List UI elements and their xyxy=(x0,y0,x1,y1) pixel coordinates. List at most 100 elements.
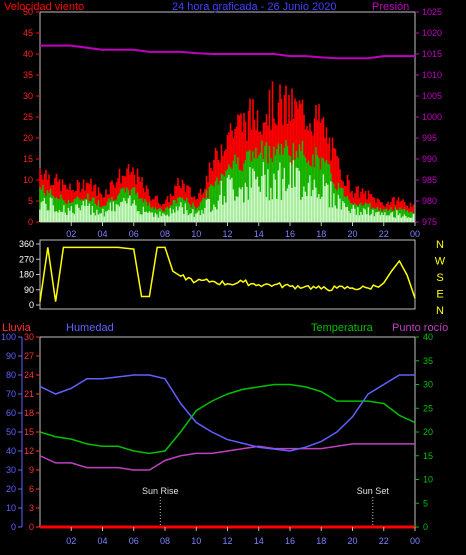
temperature-tick-label: 15 xyxy=(423,451,433,461)
x-tick-label: 04 xyxy=(97,536,107,546)
x-tick-label: 16 xyxy=(285,536,295,546)
pressure-series-line xyxy=(40,44,415,60)
x-tick-label: 02 xyxy=(66,229,76,239)
x-tick-label: 20 xyxy=(347,536,357,546)
rain-tick-label: 27 xyxy=(24,351,34,361)
temperature-tick-label: 20 xyxy=(423,427,433,437)
wind-tick-label: 10 xyxy=(23,175,33,185)
temperature-tick-label: 0 xyxy=(423,522,428,532)
compass-letter: S xyxy=(436,272,443,284)
compass-letter: N xyxy=(436,239,444,251)
wind-axis-ticks: 0 5 10 15 20 25 30 35 40 45 50 xyxy=(23,7,40,227)
x-tick-label: 20 xyxy=(347,229,357,239)
dewpoint-series-line xyxy=(39,443,415,471)
direction-tick-label: 180 xyxy=(19,270,34,280)
direction-tick-label: 90 xyxy=(24,285,34,295)
x-tick-label: 12 xyxy=(222,229,232,239)
humidity-tick-label: 10 xyxy=(6,503,16,513)
humidity-tick-label: 50 xyxy=(6,427,16,437)
humidity-tick-label: 70 xyxy=(6,389,16,399)
rain-tick-label: 9 xyxy=(29,465,34,475)
temperature-tick-label: 5 xyxy=(423,498,428,508)
x-tick-label: 16 xyxy=(285,229,295,239)
temperature-tick-label: 30 xyxy=(423,380,433,390)
wind-tick-label: 15 xyxy=(23,154,33,164)
compass-letter: W xyxy=(435,256,446,268)
x-tick-label: 04 xyxy=(97,229,107,239)
rain-tick-label: 0 xyxy=(29,522,34,532)
direction-tick-label: 270 xyxy=(19,254,34,264)
wind-tick-label: 20 xyxy=(23,133,33,143)
pressure-tick-label: 1010 xyxy=(422,70,442,80)
pressure-tick-label: 980 xyxy=(422,196,437,206)
rain-tick-label: 24 xyxy=(24,370,34,380)
x-tick-label: 02 xyxy=(66,536,76,546)
rain-tick-label: 18 xyxy=(24,408,34,418)
direction-series-line xyxy=(39,246,416,302)
humidity-frame xyxy=(39,336,416,528)
temperature-tick-label: 40 xyxy=(423,332,433,342)
humidity-temperature-panel: Lluvia Humedad Temperatura Punto rocío 0… xyxy=(1,322,448,546)
wind-tick-label: 5 xyxy=(28,196,33,206)
humidity-label: Humedad xyxy=(66,322,114,334)
x-tick-label: 14 xyxy=(254,536,264,546)
pressure-tick-label: 1005 xyxy=(422,91,442,101)
rain-tick-label: 21 xyxy=(24,389,34,399)
wind-speed-label: Velocidad viento xyxy=(4,1,84,13)
rain-tick-label: 15 xyxy=(24,427,34,437)
humidity-tick-label: 80 xyxy=(6,370,16,380)
x-tick-label: 06 xyxy=(129,536,139,546)
rain-tick-label: 12 xyxy=(24,446,34,456)
humidity-axis-ticks: 0 10 20 30 40 50 60 70 80 90 100 xyxy=(1,332,23,532)
wind-tick-label: 25 xyxy=(23,112,33,122)
humidity-tick-label: 60 xyxy=(6,408,16,418)
sunset-label: Sun Set xyxy=(357,486,390,496)
pressure-tick-label: 995 xyxy=(422,133,437,143)
x-tick-label: 18 xyxy=(316,229,326,239)
temperature-label: Temperatura xyxy=(311,322,374,334)
x-tick-label: 00 xyxy=(410,536,420,546)
humidity-tick-label: 20 xyxy=(6,484,16,494)
humidity-tick-label: 40 xyxy=(6,446,16,456)
pressure-tick-label: 1025 xyxy=(422,7,442,17)
wind-series-group xyxy=(39,81,415,222)
humidity-tick-label: 90 xyxy=(6,351,16,361)
wind-tick-label: 45 xyxy=(23,28,33,38)
pressure-tick-label: 1015 xyxy=(422,49,442,59)
x-tick-label: 12 xyxy=(222,536,232,546)
wind-tick-label: 35 xyxy=(23,70,33,80)
compass-letter: N xyxy=(436,305,444,317)
rain-axis-ticks: 0 3 6 9 12 15 18 21 24 27 30 xyxy=(24,332,40,532)
x-tick-label: 10 xyxy=(191,536,201,546)
x-tick-label: 10 xyxy=(191,229,201,239)
dewpoint-label: Punto rocío xyxy=(392,322,448,334)
pressure-tick-label: 1000 xyxy=(422,112,442,122)
compass-letter: E xyxy=(436,289,443,301)
humidity-tick-label: 30 xyxy=(6,465,16,475)
x-tick-label: 22 xyxy=(379,229,389,239)
x-tick-label: 18 xyxy=(316,536,326,546)
x-tick-label: 08 xyxy=(160,536,170,546)
humidity-series-line xyxy=(39,374,415,452)
pressure-axis-ticks: 975 980 985 990 995 1000 1005 1010 1015 1020 1025 xyxy=(415,7,442,227)
wind-tick-label: 30 xyxy=(23,91,33,101)
temperature-series-line xyxy=(39,383,416,455)
wind-pressure-panel: Velocidad viento 24 hora graficada - 26 … xyxy=(4,1,442,239)
direction-axis-ticks: 0 90 180 270 360 xyxy=(19,239,40,310)
temperature-tick-label: 35 xyxy=(423,356,433,366)
pressure-tick-label: 990 xyxy=(422,154,437,164)
x-tick-label: 22 xyxy=(379,536,389,546)
temperature-tick-label: 10 xyxy=(423,475,433,485)
rain-tick-label: 30 xyxy=(24,332,34,342)
wind-tick-label: 0 xyxy=(28,217,33,227)
humidity-tick-label: 100 xyxy=(1,332,16,342)
pressure-label: Presión xyxy=(372,1,409,13)
bottom-x-axis-ticks: 02 04 06 08 10 12 14 16 18 20 22 00 xyxy=(66,527,420,546)
x-tick-label: 14 xyxy=(254,229,264,239)
chart-title: 24 hora graficada - 26 Junio 2020 xyxy=(172,1,337,13)
temperature-tick-label: 25 xyxy=(423,403,433,413)
direction-tick-label: 0 xyxy=(29,300,34,310)
x-tick-label: 08 xyxy=(160,229,170,239)
